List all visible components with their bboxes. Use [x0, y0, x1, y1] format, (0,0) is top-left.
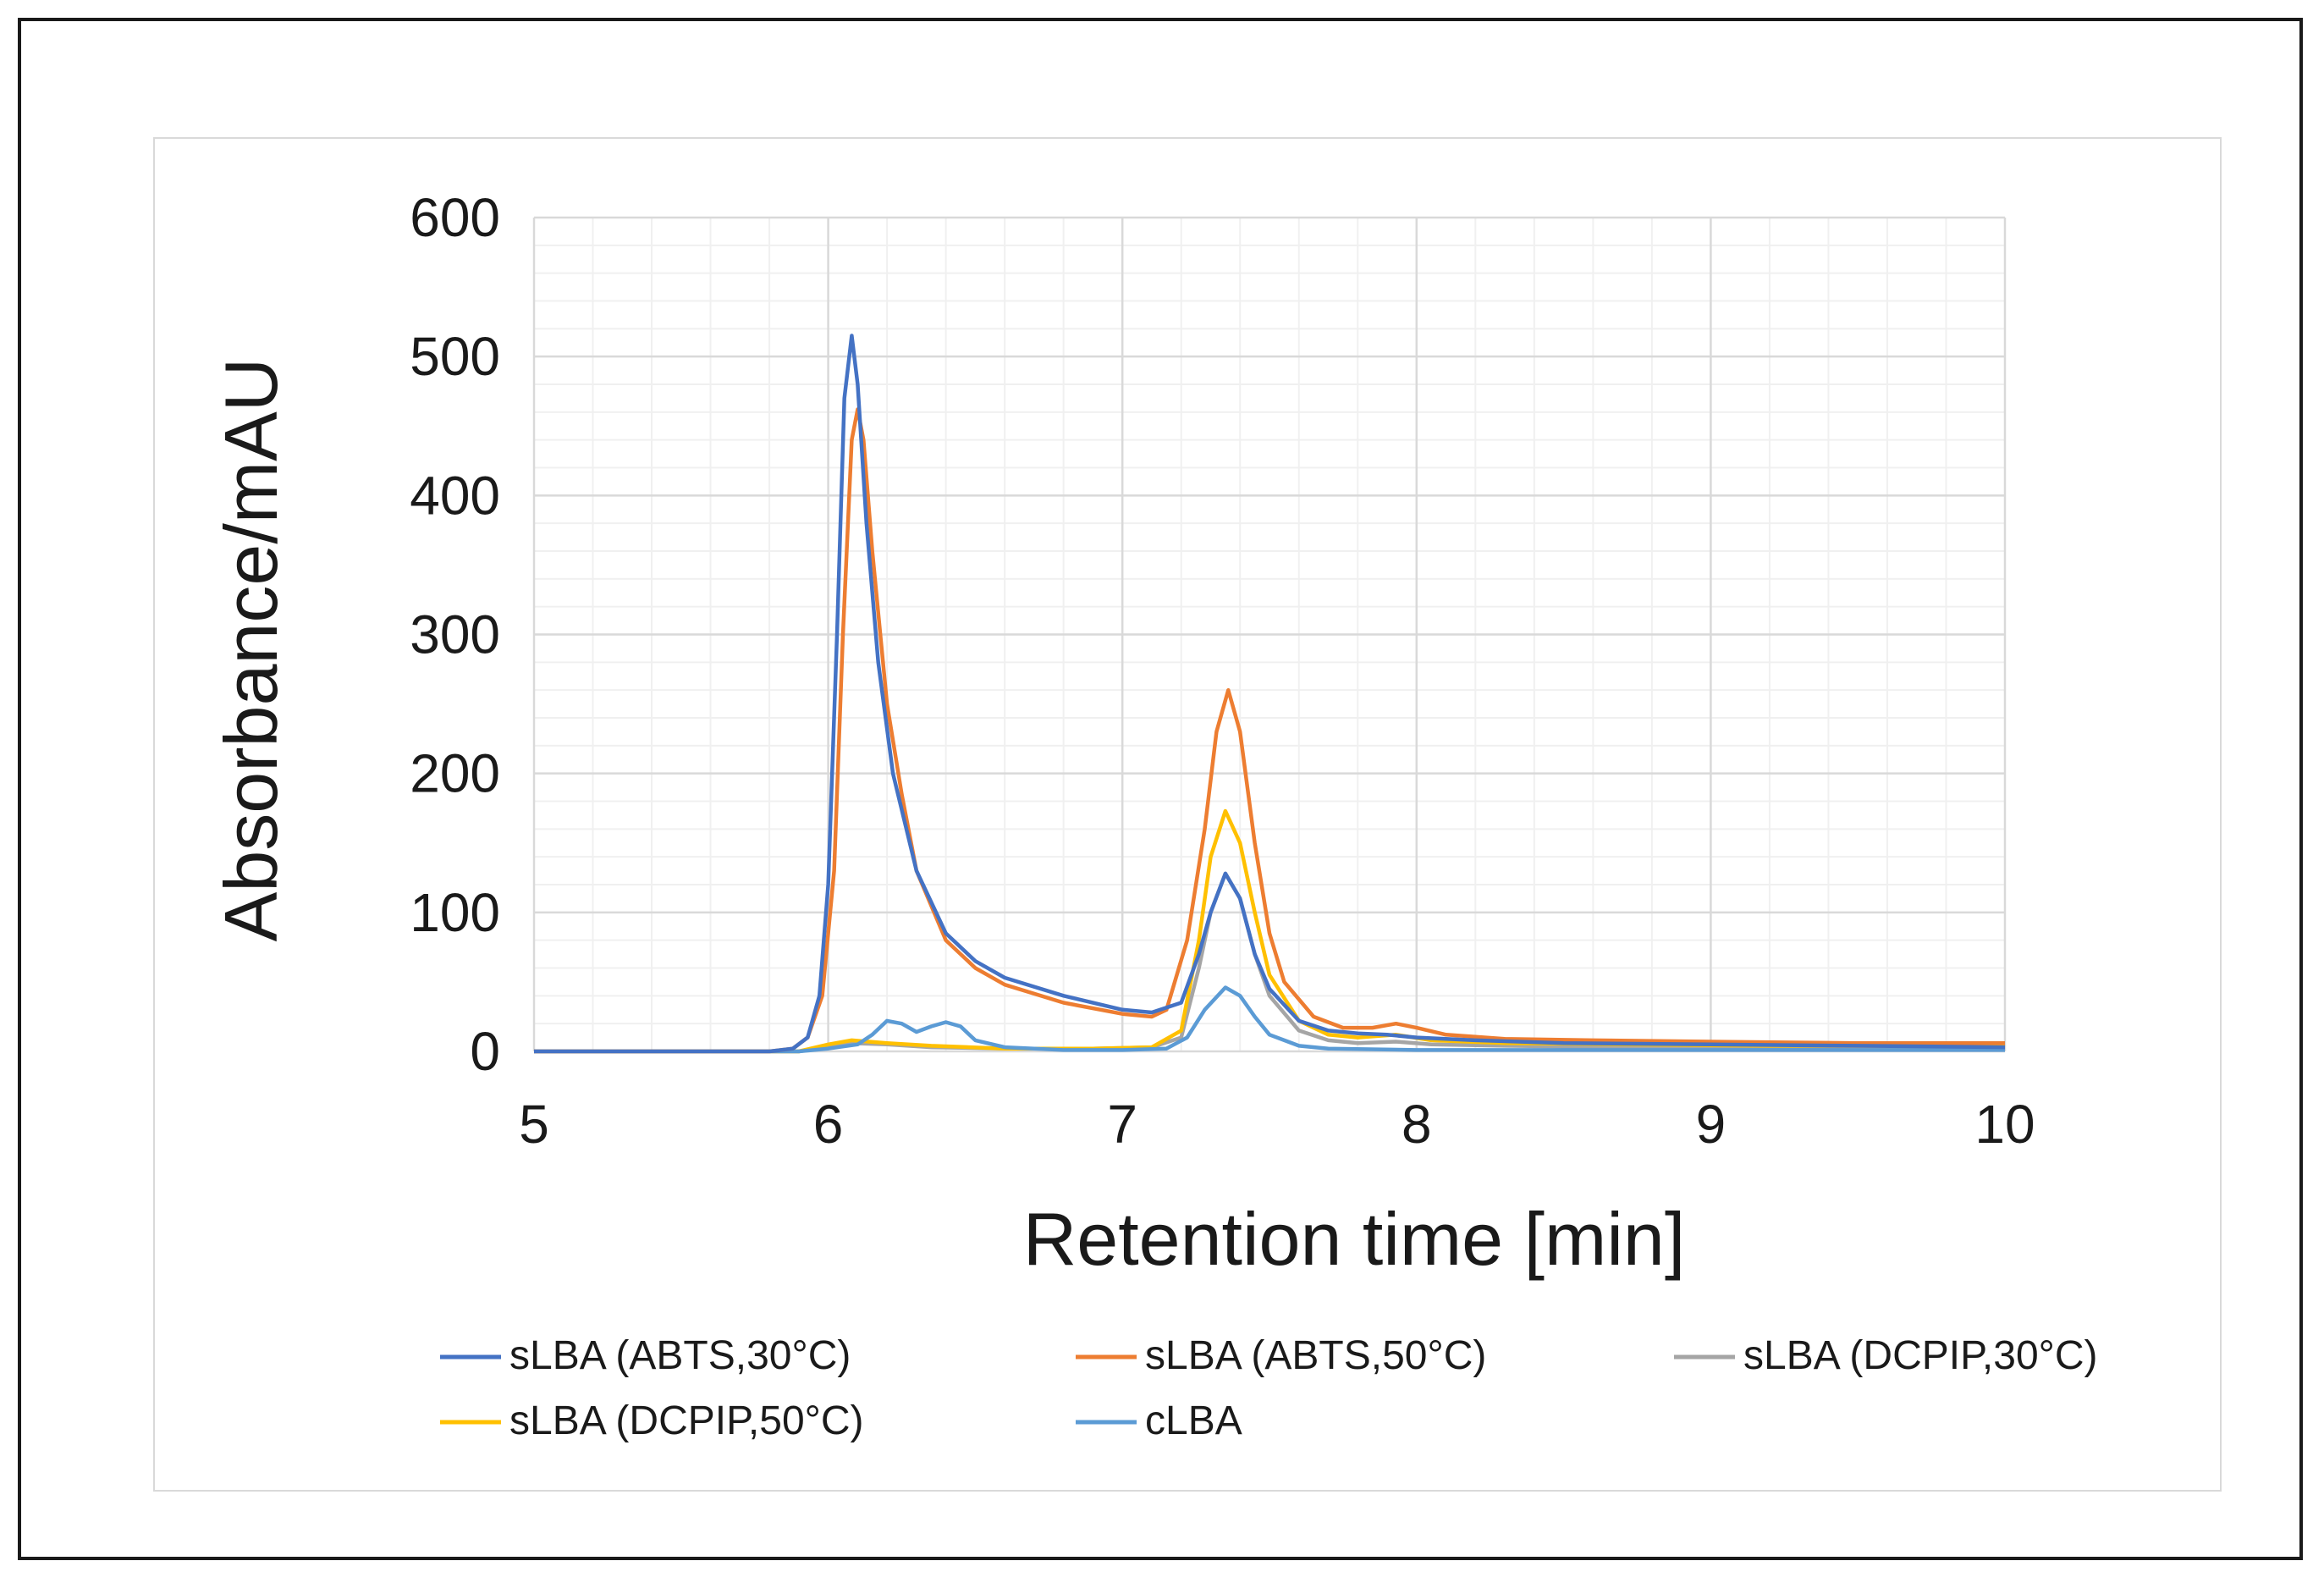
legend-label-1: sLBA (ABTS,50°C): [1145, 1333, 1486, 1378]
y-tick-label: 400: [410, 465, 500, 526]
legend: sLBA (ABTS,30°C) sLBA (ABTS,50°C) sLBA (DC…: [440, 1333, 2097, 1443]
series-line-2: [534, 871, 2005, 1054]
legend-label-4: cLBA: [1145, 1398, 1242, 1443]
series-line-3: [534, 808, 2005, 1054]
x-tick-label: 5: [519, 1094, 549, 1155]
x-tick-labels: 5 6 7 8 9 10: [519, 1094, 2035, 1155]
x-tick-label: 7: [1107, 1094, 1137, 1155]
y-tick-label: 600: [410, 187, 500, 248]
y-tick-labels: 0 100 200 300 400 500 600: [410, 187, 500, 1082]
series-line-0: [534, 334, 2006, 1054]
x-tick-label: 6: [813, 1094, 844, 1155]
figure-frame: 0 100 200 300 400 500 600 5 6 7 8 9 10 Retention ti…: [18, 18, 2303, 1560]
y-tick-label: 500: [410, 326, 500, 387]
series-line-1: [534, 407, 2005, 1054]
y-tick-label: 0: [470, 1021, 500, 1082]
series-line-4: [534, 985, 2005, 1054]
legend-label-3: sLBA (DCPIP,50°C): [509, 1398, 863, 1443]
chart-panel: 0 100 200 300 400 500 600 5 6 7 8 9 10 Retention ti…: [153, 137, 2222, 1492]
y-tick-label: 200: [410, 743, 500, 804]
legend-label-0: sLBA (ABTS,30°C): [509, 1333, 851, 1378]
y-tick-label: 300: [410, 604, 500, 665]
x-tick-label: 9: [1696, 1094, 1726, 1155]
chromatogram-chart: 0 100 200 300 400 500 600 5 6 7 8 9 10 Retention ti…: [209, 187, 2097, 1443]
x-tick-label: 10: [1974, 1094, 2035, 1155]
y-tick-label: 100: [410, 882, 500, 943]
series-layer: [534, 334, 2006, 1054]
legend-label-2: sLBA (DCPIP,30°C): [1743, 1333, 2097, 1378]
y-axis-title: Absorbance/mAU: [209, 358, 293, 942]
x-tick-label: 8: [1402, 1094, 1432, 1155]
x-axis-title: Retention time [min]: [1023, 1197, 1686, 1281]
